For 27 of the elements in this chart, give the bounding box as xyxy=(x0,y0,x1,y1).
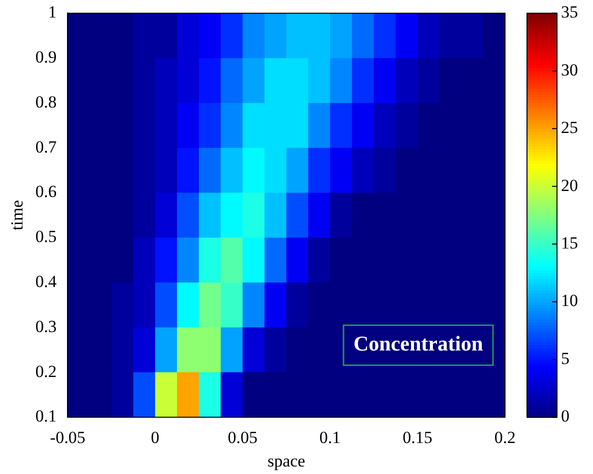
y-axis-title: time xyxy=(8,200,27,230)
y-tick-label: 0.9 xyxy=(35,48,57,67)
x-tick-label: 0.2 xyxy=(494,428,516,447)
color-bar-label: 15 xyxy=(561,234,578,253)
color-bar-label: 30 xyxy=(561,60,578,80)
color-bar-label: 10 xyxy=(561,291,578,310)
x-tick-label: -0.05 xyxy=(50,428,86,447)
y-tick-label: 0.8 xyxy=(35,92,57,112)
y-tick-label: 0.4 xyxy=(35,272,58,291)
color-bar-label: 20 xyxy=(561,176,578,195)
y-tick-label: 0.1 xyxy=(35,406,57,426)
color-bar-label: 25 xyxy=(561,118,578,138)
color-bar-label: 5 xyxy=(561,348,570,368)
y-tick-label: 0.2 xyxy=(35,362,57,381)
y-tick-label: 0.6 xyxy=(35,182,57,202)
annotation: Concentration xyxy=(354,332,484,356)
x-tick-label: 0.15 xyxy=(402,428,432,447)
y-tick-label: 0.7 xyxy=(35,137,58,156)
color-bar-label: 35 xyxy=(561,2,578,22)
x-tick-label: 0 xyxy=(150,428,160,447)
y-tick-label: 0.3 xyxy=(35,316,57,336)
x-tick-label: 0.05 xyxy=(228,428,258,447)
x-tick-label: 0.1 xyxy=(319,428,341,447)
color-bar-label: 0 xyxy=(561,406,570,426)
y-tick-label: 0.5 xyxy=(35,227,57,246)
x-axis-title: space xyxy=(267,451,306,470)
y-tick-label: 1 xyxy=(48,2,57,22)
